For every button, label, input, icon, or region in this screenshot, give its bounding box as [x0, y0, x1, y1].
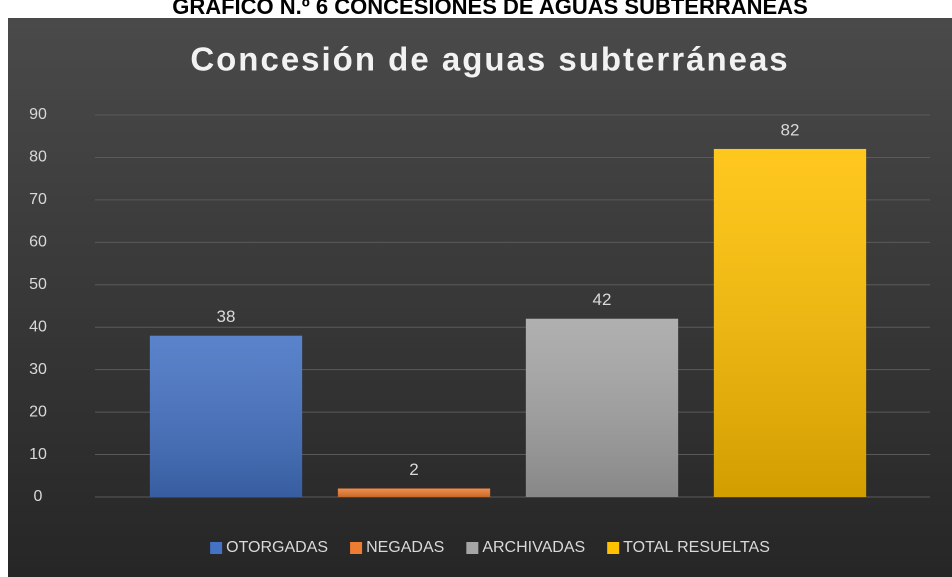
y-tick-label: 10 [29, 446, 47, 463]
data-label: 42 [593, 290, 612, 309]
data-label: 82 [781, 120, 800, 139]
bar [713, 148, 867, 497]
y-tick-label: 20 [29, 403, 47, 420]
page-heading: GRÁFICO N.º 6 CONCESIONES DE AGUAS SUBTE… [172, 0, 808, 19]
y-tick-label: 60 [29, 234, 47, 251]
y-tick-label: 90 [29, 106, 47, 123]
y-tick-label: 70 [29, 191, 47, 208]
y-tick-label: 80 [29, 149, 47, 166]
bar [149, 335, 303, 497]
legend-swatch [350, 542, 363, 554]
legend-label: ARCHIVADAS [482, 539, 585, 556]
data-label: 38 [217, 307, 236, 326]
y-tick-label: 40 [29, 318, 47, 335]
bar [337, 488, 491, 497]
bar [525, 318, 679, 497]
y-tick-label: 0 [34, 488, 43, 505]
data-label: 2 [409, 460, 418, 479]
y-tick-label: 50 [29, 276, 47, 293]
legend-label: NEGADAS [366, 539, 444, 556]
legend-label: OTORGADAS [226, 539, 328, 556]
legend-swatch [607, 542, 620, 554]
legend-swatch [466, 542, 479, 554]
chart-title: Concesión de aguas subterráneas [190, 41, 789, 78]
legend-swatch [210, 542, 223, 554]
y-tick-label: 30 [29, 361, 47, 378]
legend-label: TOTAL RESUELTAS [623, 539, 770, 556]
